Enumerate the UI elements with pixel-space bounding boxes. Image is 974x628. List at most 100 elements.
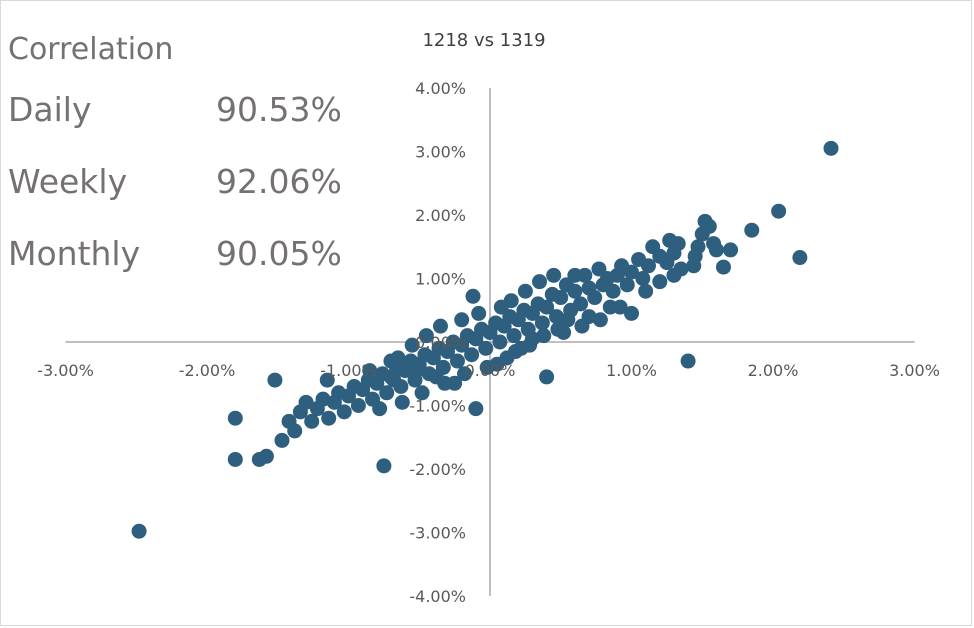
scatter-point: [624, 305, 639, 321]
scatter-point: [227, 410, 243, 426]
correlation-panel: Correlation Daily 90.53% Weekly 92.06% M…: [8, 30, 342, 306]
y-tick-label: 0.00%: [415, 333, 466, 352]
correlation-row-daily: Daily 90.53%: [8, 90, 342, 129]
scatter-point: [666, 267, 682, 283]
scatter-point: [414, 385, 430, 401]
scatter-point: [662, 232, 678, 248]
scatter-point: [680, 353, 696, 369]
scatter-point: [432, 318, 448, 334]
scatter-point: [321, 410, 337, 426]
scatter-point: [227, 451, 243, 467]
correlation-label-weekly: Weekly: [8, 162, 128, 201]
y-tick-labels: -4.00% -3.00% -2.00% -1.00% 0.00% 1.00% 2.00% 3…: [409, 79, 466, 606]
scatter-point: [372, 401, 388, 417]
scatter-point: [522, 337, 538, 353]
x-tick-label: 3.00%: [889, 361, 940, 380]
scatter-point: [383, 353, 399, 369]
correlation-title: Correlation: [8, 32, 174, 67]
scatter-point: [536, 328, 552, 344]
scatter-point: [449, 353, 465, 369]
y-tick-label: -3.00%: [409, 524, 466, 543]
scatter-point: [723, 242, 739, 258]
scatter-point: [715, 259, 731, 275]
scatter-point: [631, 251, 647, 267]
correlation-label-monthly: Monthly: [8, 234, 141, 273]
chart-title: 1218 vs 1319: [422, 30, 545, 51]
x-tick-label: 0.00%: [465, 361, 516, 380]
correlation-row-monthly: Monthly 90.05%: [8, 234, 342, 273]
scatter-point: [708, 242, 724, 258]
scatter-point: [619, 277, 635, 293]
y-tick-label: -4.00%: [409, 587, 466, 606]
scatter-point: [418, 328, 434, 344]
scatter-point: [635, 271, 651, 286]
scatter-point: [574, 318, 590, 334]
correlation-row-weekly: Weekly 92.06%: [8, 162, 342, 201]
correlation-value-monthly: 90.05%: [216, 234, 342, 273]
scatter-point: [645, 239, 661, 255]
scatter-point: [560, 312, 576, 328]
scatter-point: [309, 401, 325, 417]
y-tick-label: 2.00%: [415, 206, 466, 225]
scatter-point: [468, 401, 484, 417]
correlation-label-daily: Daily: [8, 90, 92, 129]
scatter-point: [326, 394, 342, 410]
scatter-point: [493, 299, 509, 315]
scatter-point: [336, 404, 352, 420]
y-tick-label: 3.00%: [415, 143, 466, 162]
scatter-point: [534, 315, 550, 331]
scatter-point: [546, 267, 562, 283]
scatter-point: [567, 267, 583, 283]
scatter-point: [550, 321, 566, 337]
scatter-point: [492, 334, 508, 350]
scatter-point: [362, 363, 378, 379]
scatter-point: [591, 261, 607, 277]
x-tick-label: -2.00%: [179, 361, 236, 380]
x-tick-label: -1.00%: [320, 361, 377, 380]
scatter-point: [612, 299, 628, 315]
scatter-point: [386, 372, 402, 388]
x-tick-label: 2.00%: [748, 361, 799, 380]
scatter-point: [304, 413, 320, 429]
scatter-point: [471, 305, 487, 321]
x-tick-labels: -3.00% -2.00% -1.00% 0.00% 1.00% 2.00% 3.00%: [37, 361, 940, 380]
scatter-point: [539, 369, 555, 385]
scatter-point: [595, 277, 611, 293]
scatter-point: [350, 398, 366, 413]
x-tick-label: -3.00%: [37, 361, 94, 380]
correlation-value-weekly: 92.06%: [216, 162, 342, 201]
correlation-value-daily: 90.53%: [216, 90, 342, 129]
scatter-point: [454, 312, 470, 328]
scatter-point: [823, 140, 839, 156]
scatter-point: [544, 286, 560, 302]
scatter-point: [404, 337, 420, 353]
scatter-point: [506, 328, 522, 344]
scatter-point: [771, 203, 787, 219]
scatter-point: [549, 309, 565, 325]
scatter-point: [744, 222, 760, 238]
y-tick-label: 1.00%: [415, 270, 466, 289]
scatter-point: [274, 432, 290, 448]
scatter-point: [464, 347, 480, 363]
scatter-point: [687, 248, 703, 264]
scatter-point: [792, 250, 808, 266]
scatter-point: [581, 280, 597, 296]
y-tick-label: -2.00%: [409, 460, 466, 479]
points-layer: [131, 140, 839, 539]
scatter-point: [319, 372, 335, 388]
scatter-point: [379, 385, 395, 401]
scatter-point: [507, 344, 523, 360]
scatter-point: [457, 366, 473, 382]
scatter-point: [408, 363, 424, 379]
y-tick-label: 4.00%: [415, 79, 466, 98]
scatter-point: [465, 288, 481, 304]
scatter-point: [697, 213, 713, 229]
scatter-point: [131, 523, 147, 539]
scatter-point: [517, 283, 533, 299]
scatter-point: [394, 394, 410, 410]
scatter-point: [267, 372, 283, 388]
scatter-point: [694, 226, 710, 242]
x-tick-label: 1.00%: [606, 361, 657, 380]
